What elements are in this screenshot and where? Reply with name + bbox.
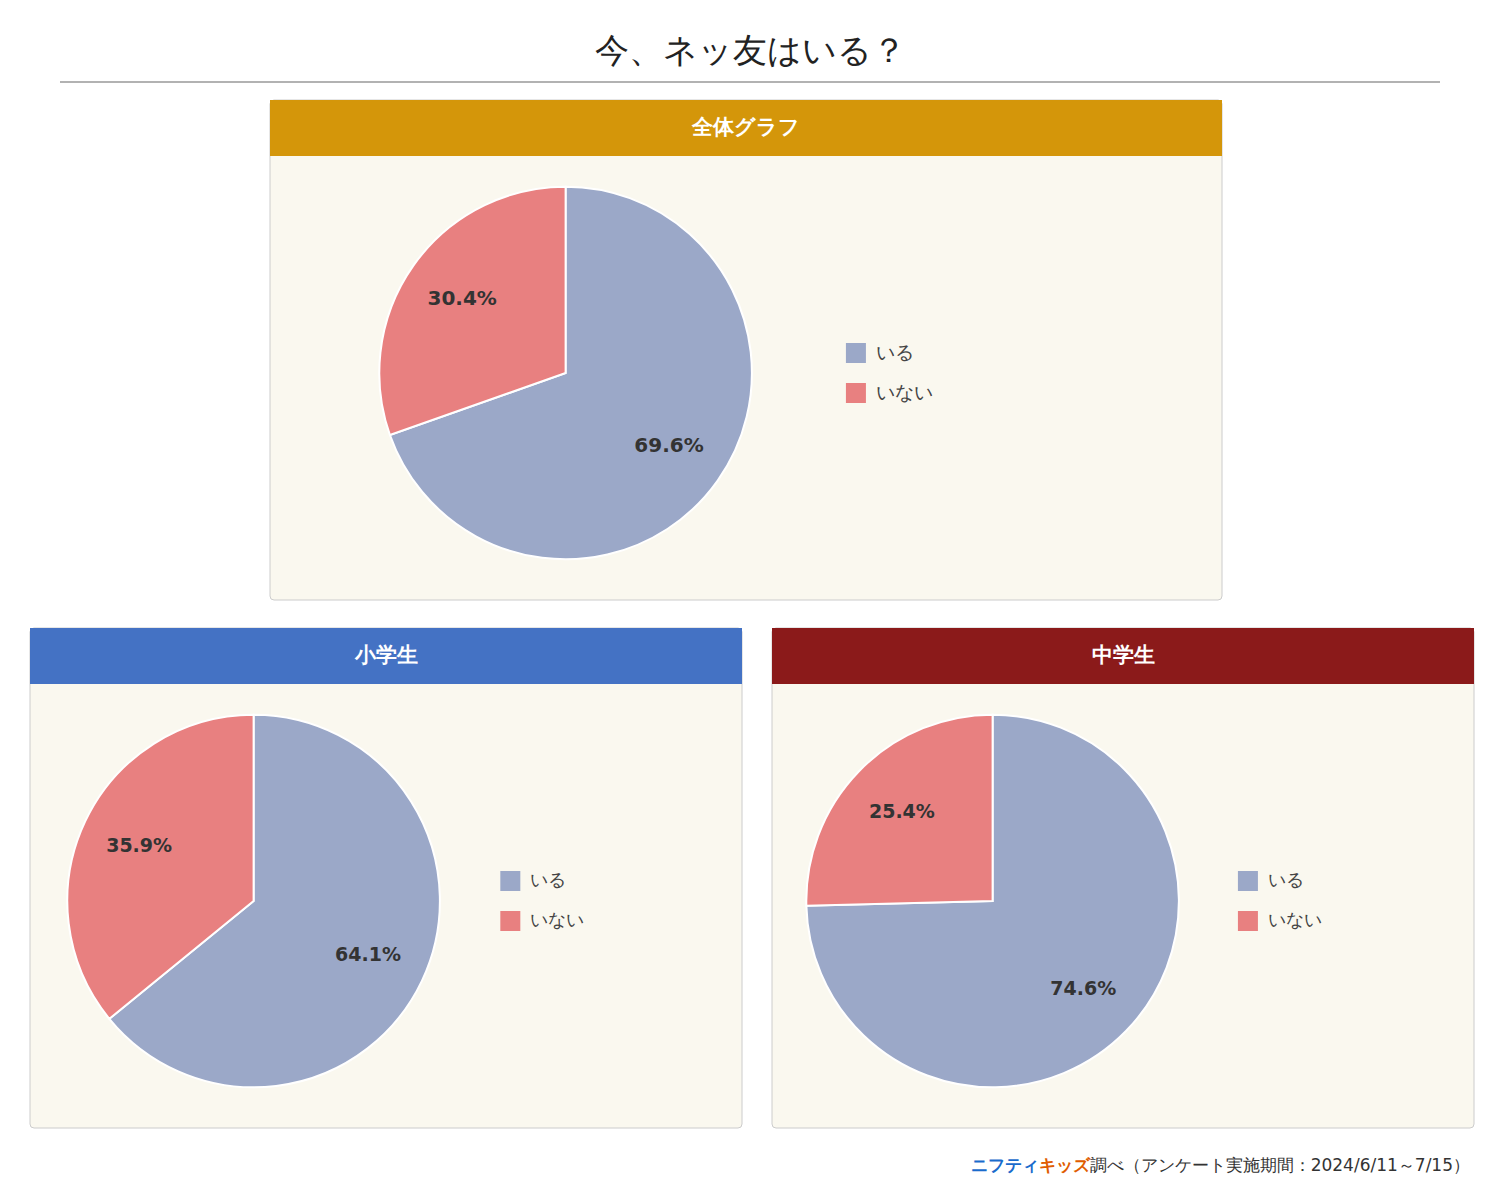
pie-slice xyxy=(806,715,992,906)
panel: 中学生 74.6% 25.4% いるいない xyxy=(772,628,1474,1128)
panel-title-bar xyxy=(772,628,1474,684)
data-label: 69.6% xyxy=(634,433,703,457)
panel-title-bar xyxy=(270,100,1222,156)
legend-label: いない xyxy=(1268,909,1322,930)
legend-swatch xyxy=(1238,871,1258,891)
legend: いるいない xyxy=(846,341,933,404)
footer-part: 調べ（アンケート実施期間：2024/6/11～7/15） xyxy=(1090,1155,1470,1175)
legend-label: いない xyxy=(530,909,584,930)
pie xyxy=(806,715,1179,1088)
legend-swatch xyxy=(500,911,520,931)
pie xyxy=(379,187,752,560)
data-label: 35.9% xyxy=(106,834,172,856)
background xyxy=(0,0,1500,1200)
data-label: 25.4% xyxy=(869,800,935,822)
chart-title: 中学生 xyxy=(1092,643,1155,667)
legend-label: いない xyxy=(876,381,933,403)
chart-title: 全体グラフ xyxy=(691,115,800,139)
legend-swatch xyxy=(500,871,520,891)
legend-label: いる xyxy=(876,341,914,363)
legend: いるいない xyxy=(1238,869,1322,931)
legend-swatch xyxy=(846,383,866,403)
footer-part: ニフティ xyxy=(971,1155,1039,1175)
pie-slice xyxy=(67,715,253,1019)
legend-label: いる xyxy=(530,869,566,890)
legend: いるいない xyxy=(500,869,584,931)
page-title: 今、ネッ友はいる？ xyxy=(595,30,906,70)
panel-frame xyxy=(270,100,1222,600)
data-label: 30.4% xyxy=(427,286,496,310)
panel-title-bar xyxy=(30,628,742,684)
footer: ニフティキッズ調べ（アンケート実施期間：2024/6/11～7/15） xyxy=(971,1155,1470,1175)
legend-swatch xyxy=(846,343,866,363)
separator xyxy=(60,81,1440,83)
data-label: 74.6% xyxy=(1050,977,1116,999)
panel: 小学生 64.1% 35.9% いるいない xyxy=(30,628,742,1128)
pie-slice xyxy=(806,715,1179,1088)
data-labels: 74.6% 25.4% xyxy=(869,800,1116,999)
data-labels: 64.1% 35.9% xyxy=(106,834,401,965)
panel-frame xyxy=(772,628,1474,1128)
panel-frame xyxy=(30,628,742,1128)
footer-part: キッズ xyxy=(1039,1155,1091,1175)
chart-title: 小学生 xyxy=(354,643,418,667)
data-labels: 69.6% 30.4% xyxy=(427,286,703,456)
pie xyxy=(67,715,440,1088)
chart-root: 今、ネッ友はいる？全体グラフ69.6%30.4%いるいない小学生64.1%35.… xyxy=(0,0,1500,1200)
data-label: 64.1% xyxy=(335,943,401,965)
legend-label: いる xyxy=(1268,869,1304,890)
pie-slice xyxy=(379,187,565,435)
panel: 全体グラフ 69.6% 30.4% いるいない xyxy=(270,100,1222,600)
legend-swatch xyxy=(1238,911,1258,931)
